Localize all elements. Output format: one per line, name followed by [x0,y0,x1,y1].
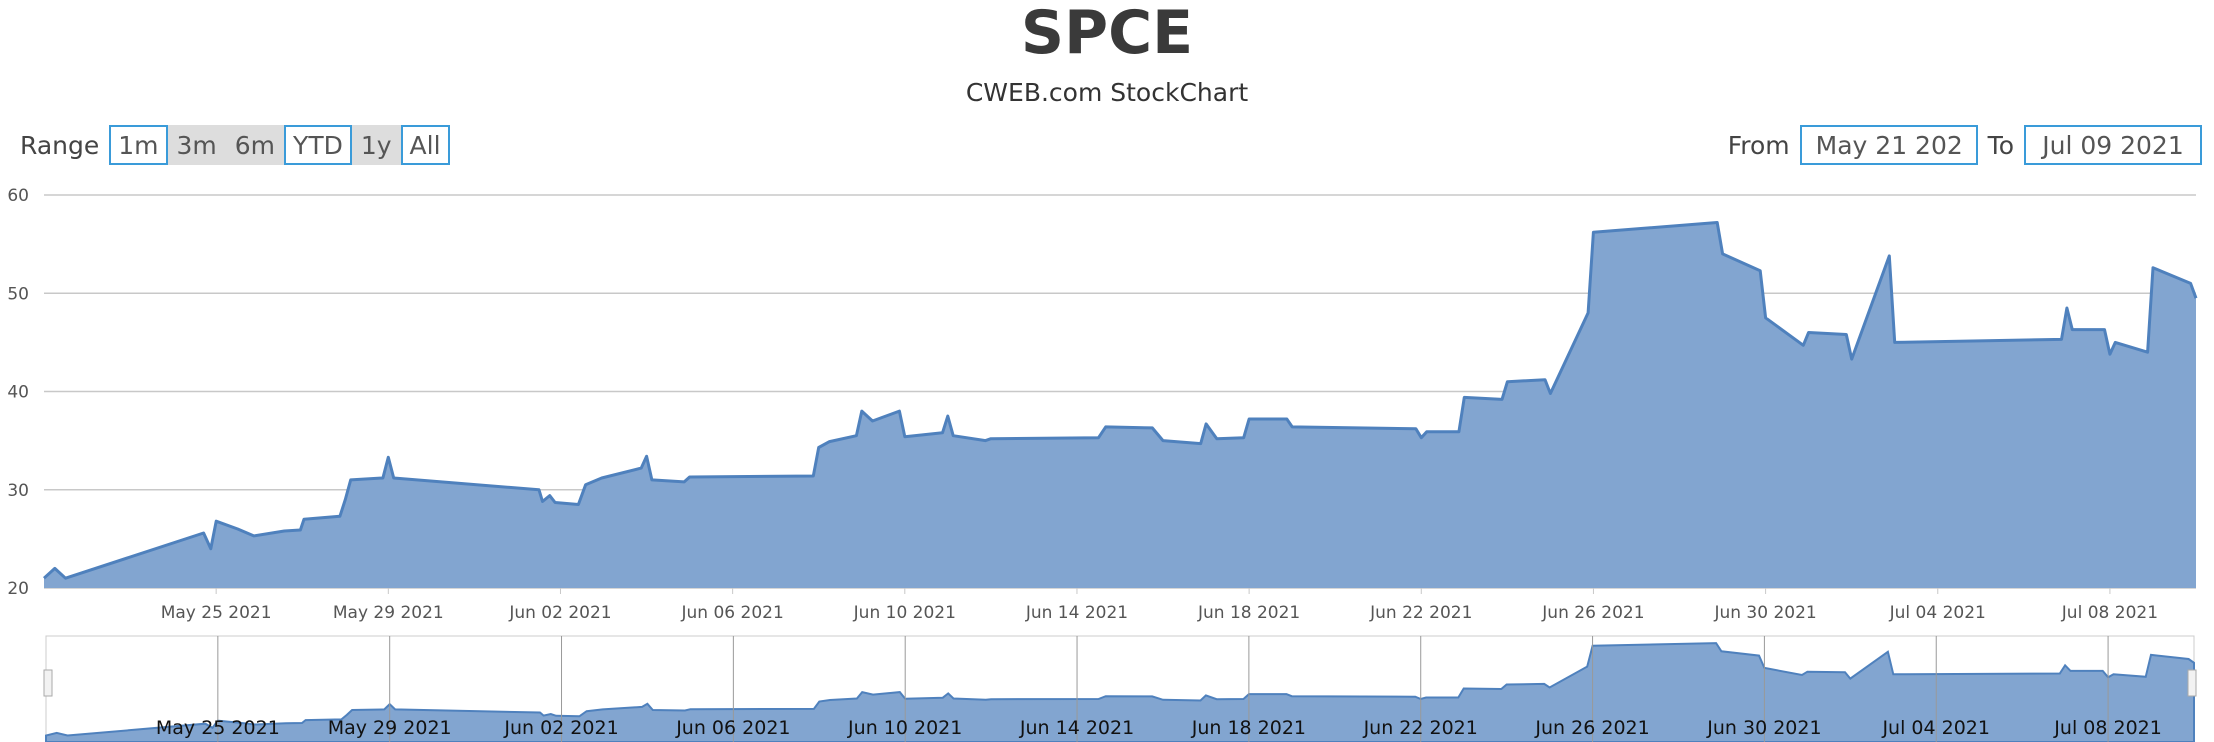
x-tick-label: Jul 04 2021 [1889,603,1986,623]
range-label: Range [20,130,100,160]
x-tick-label: Jun 30 2021 [1713,603,1816,623]
range-button-1m[interactable]: 1m [109,125,168,165]
price-area [42,221,2198,588]
y-tick-label: 20 [7,579,29,599]
x-tick-label: Jun 06 2021 [681,603,784,623]
x-tick-label: Jun 26 2021 [1541,603,1644,623]
chart-title: SPCE [1020,0,1194,68]
navigator-x-label: Jul 04 2021 [1881,717,1990,739]
range-button-ytd[interactable]: YTD [284,125,352,165]
x-tick-label: Jun 18 2021 [1197,603,1300,623]
x-tick-label: Jul 08 2021 [2061,603,2158,623]
y-tick-label: 30 [7,481,29,501]
x-tick-label: Jun 02 2021 [508,603,611,623]
navigator-x-label: May 29 2021 [328,717,452,739]
x-tick-label: Jun 22 2021 [1369,603,1472,623]
navigator-handle-right[interactable] [2187,669,2197,697]
range-button-6m[interactable]: 6m [225,125,285,165]
to-label: To [1987,130,2014,160]
to-date-input[interactable] [2024,125,2202,165]
y-tick-label: 40 [7,383,29,403]
y-tick-label: 50 [7,284,29,304]
navigator-x-label: May 25 2021 [156,717,280,739]
navigator-x-label: Jun 14 2021 [1019,717,1134,739]
price-area-fill [44,222,2196,588]
y-tick-label: 60 [7,186,29,206]
navigator-x-label: Jun 30 2021 [1706,717,1821,739]
from-label: From [1727,130,1790,160]
navigator-x-label: Jun 18 2021 [1191,717,1306,739]
range-button-1y[interactable]: 1y [351,125,401,165]
price-line [42,221,2198,580]
navigator-x-label: Jun 02 2021 [503,717,618,739]
navigator-x-label: Jun 06 2021 [675,717,790,739]
x-tick-label: Jun 14 2021 [1025,603,1128,623]
chart-subtitle: CWEB.com StockChart [965,78,1249,107]
navigator-x-label: Jun 10 2021 [847,717,962,739]
date-range-inputs: From To [1718,125,2202,165]
range-button-3m[interactable]: 3m [167,125,226,165]
x-tick-label: Jun 10 2021 [853,603,956,623]
y-axis-labels: 20 30 40 50 60 [7,186,29,599]
navigator-x-label: Jul 08 2021 [2053,717,2162,739]
from-date-input[interactable] [1799,125,1978,165]
x-tick-label: May 25 2021 [161,603,272,623]
x-tick-label: May 29 2021 [333,603,444,623]
navigator[interactable]: May 25 2021 May 29 2021 Jun 02 2021 Jun 06 … [43,635,2197,742]
x-axis-labels: May 25 2021 May 29 2021 Jun 02 2021 Jun 06 … [161,588,2158,623]
range-button-all[interactable]: All [400,125,450,165]
navigator-area [45,642,2195,742]
range-selector: Range 1m 3m 6m YTD 1y All [20,125,450,165]
navigator-handle-left[interactable] [43,669,53,697]
navigator-x-label: Jun 26 2021 [1534,717,1649,739]
navigator-x-label: Jun 22 2021 [1363,717,1478,739]
